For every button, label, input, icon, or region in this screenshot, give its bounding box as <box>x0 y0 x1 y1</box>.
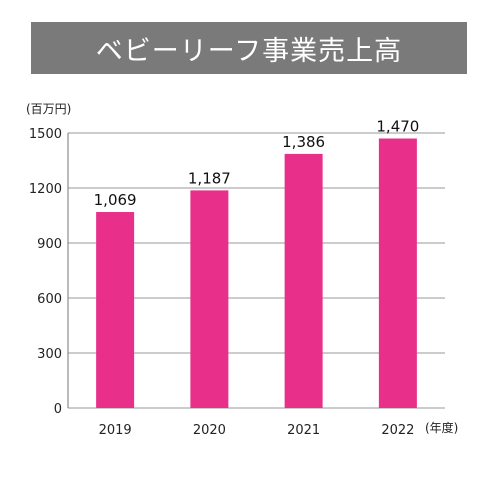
chart-title: ベビーリーフ事業売上高 <box>95 35 403 67</box>
data-label-2021: 1,386 <box>282 133 325 151</box>
x-tick-label-2022: 2022 <box>381 423 414 438</box>
chart-title-banner: ベビーリーフ事業売上高 <box>31 22 467 74</box>
bar-2022 <box>378 138 417 408</box>
y-axis-unit-label: (百万円) <box>26 102 71 116</box>
x-tick-label-2020: 2020 <box>193 423 226 438</box>
y-tick-label: 1500 <box>29 127 62 142</box>
y-tick-label: 1200 <box>29 182 62 197</box>
bar-2019 <box>96 212 135 408</box>
y-tick-label: 300 <box>37 347 62 362</box>
x-tick-label-2021: 2021 <box>287 423 320 438</box>
bar-2021 <box>284 153 323 408</box>
y-tick-label: 600 <box>37 292 62 307</box>
y-tick-label: 900 <box>37 237 62 252</box>
x-tick-label-2019: 2019 <box>99 423 132 438</box>
data-label-2022: 1,470 <box>376 118 419 136</box>
y-tick-label: 0 <box>54 402 62 417</box>
data-label-2020: 1,187 <box>188 169 231 187</box>
x-axis-unit-label: (年度) <box>425 420 458 435</box>
data-label-2019: 1,069 <box>94 191 137 209</box>
bar-2020 <box>190 190 229 408</box>
